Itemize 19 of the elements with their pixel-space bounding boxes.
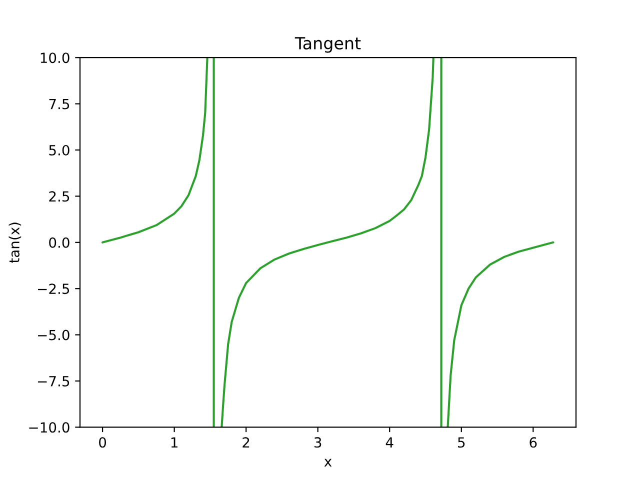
y-tick-label: −7.5 — [38, 376, 70, 386]
chart-title: Tangent — [294, 37, 361, 53]
x-tick-label: 6 — [530, 437, 537, 448]
y-tick-label: 7.5 — [49, 98, 70, 110]
y-tick-label: 10.0 — [40, 52, 70, 64]
x-tick-label: 2 — [242, 437, 250, 448]
x-tick-label: 1 — [171, 437, 178, 448]
x-tick-label: 4 — [386, 437, 394, 448]
x-tick-label: 0 — [99, 437, 106, 448]
y-tick-label: 0.0 — [49, 237, 70, 248]
x-axis-title: x — [324, 458, 332, 466]
x-tick-label: 3 — [314, 437, 322, 448]
y-tick-label: 2.5 — [49, 191, 70, 202]
x-tick-label: 5 — [458, 437, 465, 448]
y-tick-label: 5.0 — [49, 144, 70, 156]
y-tick-label: −5.0 — [38, 330, 70, 340]
y-axis-title: tan(x) — [8, 222, 22, 263]
y-tick-label: −2.5 — [38, 284, 70, 294]
y-tick-label: −10.0 — [29, 422, 70, 433]
